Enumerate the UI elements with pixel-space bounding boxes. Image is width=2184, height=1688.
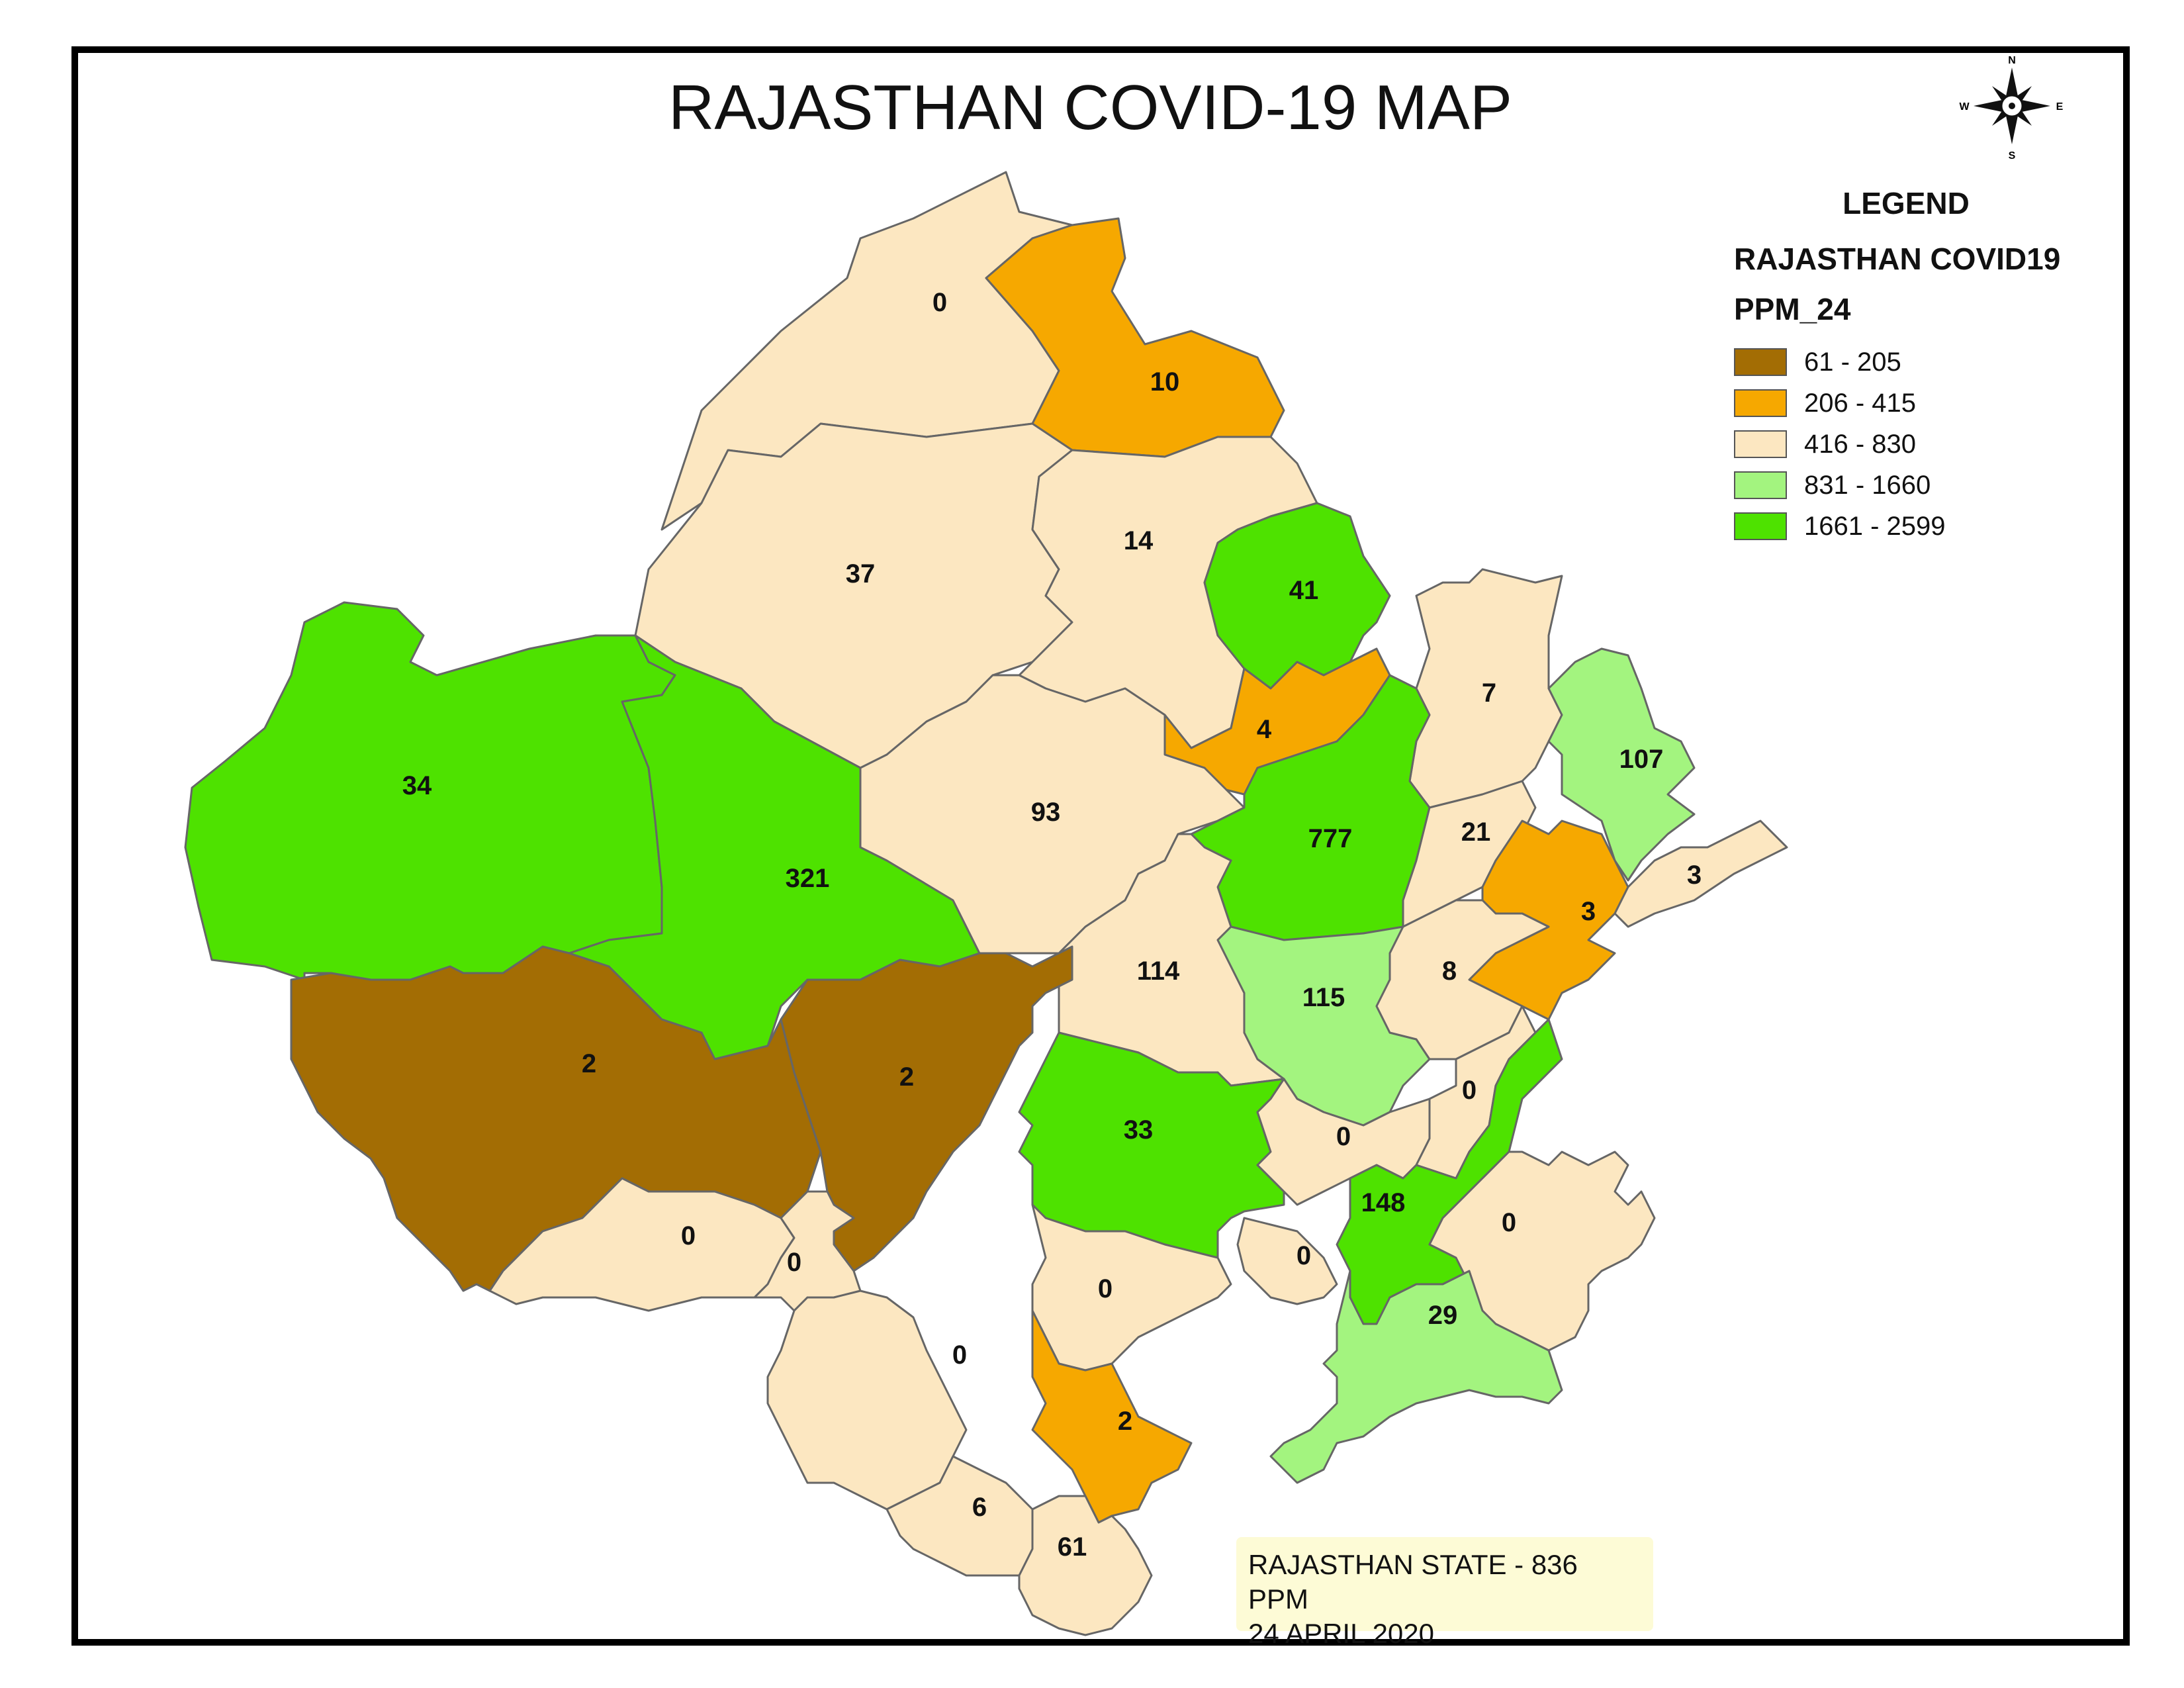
district-region bbox=[1031, 1309, 1193, 1524]
legend-color-swatch bbox=[1734, 512, 1787, 540]
district-value-label: 93 bbox=[1031, 798, 1061, 827]
district-region bbox=[1236, 1217, 1338, 1305]
district-value-label: 10 bbox=[1150, 367, 1180, 397]
legend-layer-name: RAJASTHAN COVID19 bbox=[1734, 242, 2061, 276]
district-region bbox=[1269, 1270, 1563, 1484]
legend-class-label: 206 - 415 bbox=[1804, 388, 1917, 418]
legend-class-list: 61 - 205 206 - 415 416 - 830 831 - 1660 1661… bbox=[1734, 342, 2105, 547]
district-value-label: 2 bbox=[1118, 1407, 1132, 1436]
district-value-label: 115 bbox=[1302, 983, 1345, 1012]
district-value-label: 0 bbox=[1297, 1241, 1311, 1270]
legend-heading: LEGEND bbox=[1843, 186, 1970, 220]
legend-class-item: 61 - 205 bbox=[1734, 342, 2105, 383]
compass-w-label: W bbox=[1959, 101, 1970, 113]
district-value-label: 2 bbox=[582, 1049, 596, 1078]
district-value-label: 0 bbox=[1336, 1122, 1351, 1151]
district-value-label: 14 bbox=[1124, 526, 1154, 555]
district-region bbox=[1018, 1031, 1285, 1259]
legend-field-name: PPM_24 bbox=[1734, 292, 1851, 326]
legend-class-label: 61 - 205 bbox=[1804, 347, 1901, 377]
district-value-label: 0 bbox=[1098, 1274, 1113, 1303]
district-value-label: 29 bbox=[1428, 1301, 1458, 1330]
district-value-label: 33 bbox=[1124, 1115, 1154, 1145]
district-value-label: 21 bbox=[1461, 818, 1491, 847]
legend-class-label: 1661 - 2599 bbox=[1804, 511, 1946, 541]
legend-color-swatch bbox=[1734, 430, 1787, 458]
north-arrow-compass-icon: N S E W bbox=[1959, 55, 2063, 162]
legend-class-item: 416 - 830 bbox=[1734, 424, 2105, 465]
legend-color-swatch bbox=[1734, 471, 1787, 499]
district-value-label: 114 bbox=[1137, 957, 1180, 986]
district-value-label: 61 bbox=[1058, 1532, 1087, 1562]
district-value-label: 37 bbox=[846, 559, 876, 588]
district-value-label: 0 bbox=[1502, 1208, 1516, 1237]
state-summary-date: 24 APRIL 2020 bbox=[1248, 1618, 1434, 1649]
district-value-label: 8 bbox=[1442, 957, 1457, 986]
legend-class-item: 831 - 1660 bbox=[1734, 465, 2105, 506]
district-value-label: 3 bbox=[1581, 897, 1596, 926]
district-value-label: 0 bbox=[787, 1248, 801, 1277]
district-value-label: 107 bbox=[1619, 745, 1664, 774]
district-value-label: 3 bbox=[1687, 861, 1702, 890]
district-value-label: 321 bbox=[786, 864, 830, 893]
district-region bbox=[1375, 899, 1550, 1060]
district-value-label: 0 bbox=[952, 1340, 967, 1370]
district-value-label: 0 bbox=[933, 288, 947, 317]
district-value-label: 148 bbox=[1361, 1188, 1406, 1217]
map-title-text: RAJASTHAN COVID-19 MAP bbox=[668, 72, 1512, 143]
district-region bbox=[1018, 1495, 1153, 1636]
legend-class-item: 206 - 415 bbox=[1734, 383, 2105, 424]
state-summary-line: RAJASTHAN STATE - 836 PPM bbox=[1248, 1549, 1578, 1615]
district-value-label: 41 bbox=[1289, 576, 1319, 605]
district-value-label: 34 bbox=[402, 771, 432, 800]
compass-n-label: N bbox=[2008, 55, 2016, 66]
district-value-label: 2 bbox=[899, 1062, 914, 1092]
district-region bbox=[766, 1289, 968, 1511]
district-region bbox=[1614, 820, 1788, 928]
district-value-label: 0 bbox=[1462, 1076, 1477, 1105]
legend-color-swatch bbox=[1734, 348, 1787, 376]
legend-class-label: 416 - 830 bbox=[1804, 429, 1917, 459]
compass-s-label: S bbox=[2009, 150, 2016, 162]
district-value-label: 6 bbox=[972, 1493, 987, 1522]
compass-e-label: E bbox=[2056, 101, 2064, 113]
legend-color-swatch bbox=[1734, 389, 1787, 417]
legend-class-item: 1661 - 2599 bbox=[1734, 506, 2105, 547]
district-value-label: 777 bbox=[1308, 824, 1353, 853]
district-value-label: 4 bbox=[1257, 715, 1272, 744]
state-summary-note: RAJASTHAN STATE - 836 PPM 24 APRIL 2020 bbox=[1236, 1537, 1653, 1649]
legend-class-label: 831 - 1660 bbox=[1804, 470, 1931, 500]
district-value-label: 7 bbox=[1482, 679, 1496, 708]
map-legend: LEGEND RAJASTHAN COVID19 PPM_24 61 - 205… bbox=[1734, 185, 2105, 547]
district-value-label: 0 bbox=[681, 1221, 696, 1250]
district-region bbox=[1547, 647, 1696, 882]
